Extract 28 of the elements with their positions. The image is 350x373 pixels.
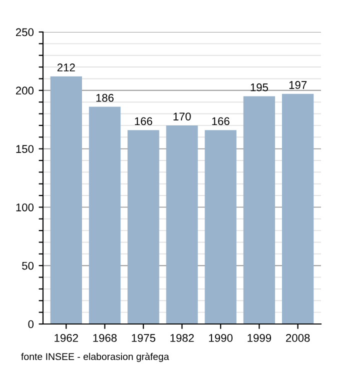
bar — [204, 130, 236, 324]
bar — [50, 76, 82, 324]
data-label: 197 — [289, 81, 307, 89]
source-note: fonte INSEE - elaborasion gràfega — [21, 352, 170, 362]
bar — [166, 125, 198, 324]
y-tick-label: 50 — [22, 262, 34, 270]
data-label: 186 — [96, 94, 114, 102]
bar — [282, 94, 314, 324]
x-tick-label: 2008 — [286, 334, 310, 342]
x-tick-label: 1968 — [93, 334, 117, 342]
y-tick-label: 0 — [28, 320, 34, 328]
x-tick-label: 1982 — [170, 334, 194, 342]
bar — [88, 106, 121, 324]
data-label: 166 — [212, 117, 230, 126]
x-tick-label: 1999 — [248, 334, 272, 342]
y-tick-label: 150 — [16, 145, 34, 153]
y-tick-label: 250 — [16, 28, 34, 36]
bar — [128, 130, 160, 324]
data-label: 212 — [57, 64, 75, 72]
bar — [243, 96, 276, 324]
data-label: 170 — [174, 112, 191, 120]
x-tick-label: 1990 — [209, 334, 233, 342]
data-label: 195 — [250, 83, 268, 92]
x-tick-label: 1962 — [54, 334, 78, 342]
data-label: 166 — [134, 117, 152, 126]
y-tick-label: 200 — [16, 86, 34, 95]
y-tick-label: 100 — [16, 203, 34, 212]
x-tick-label: 1975 — [132, 334, 156, 342]
